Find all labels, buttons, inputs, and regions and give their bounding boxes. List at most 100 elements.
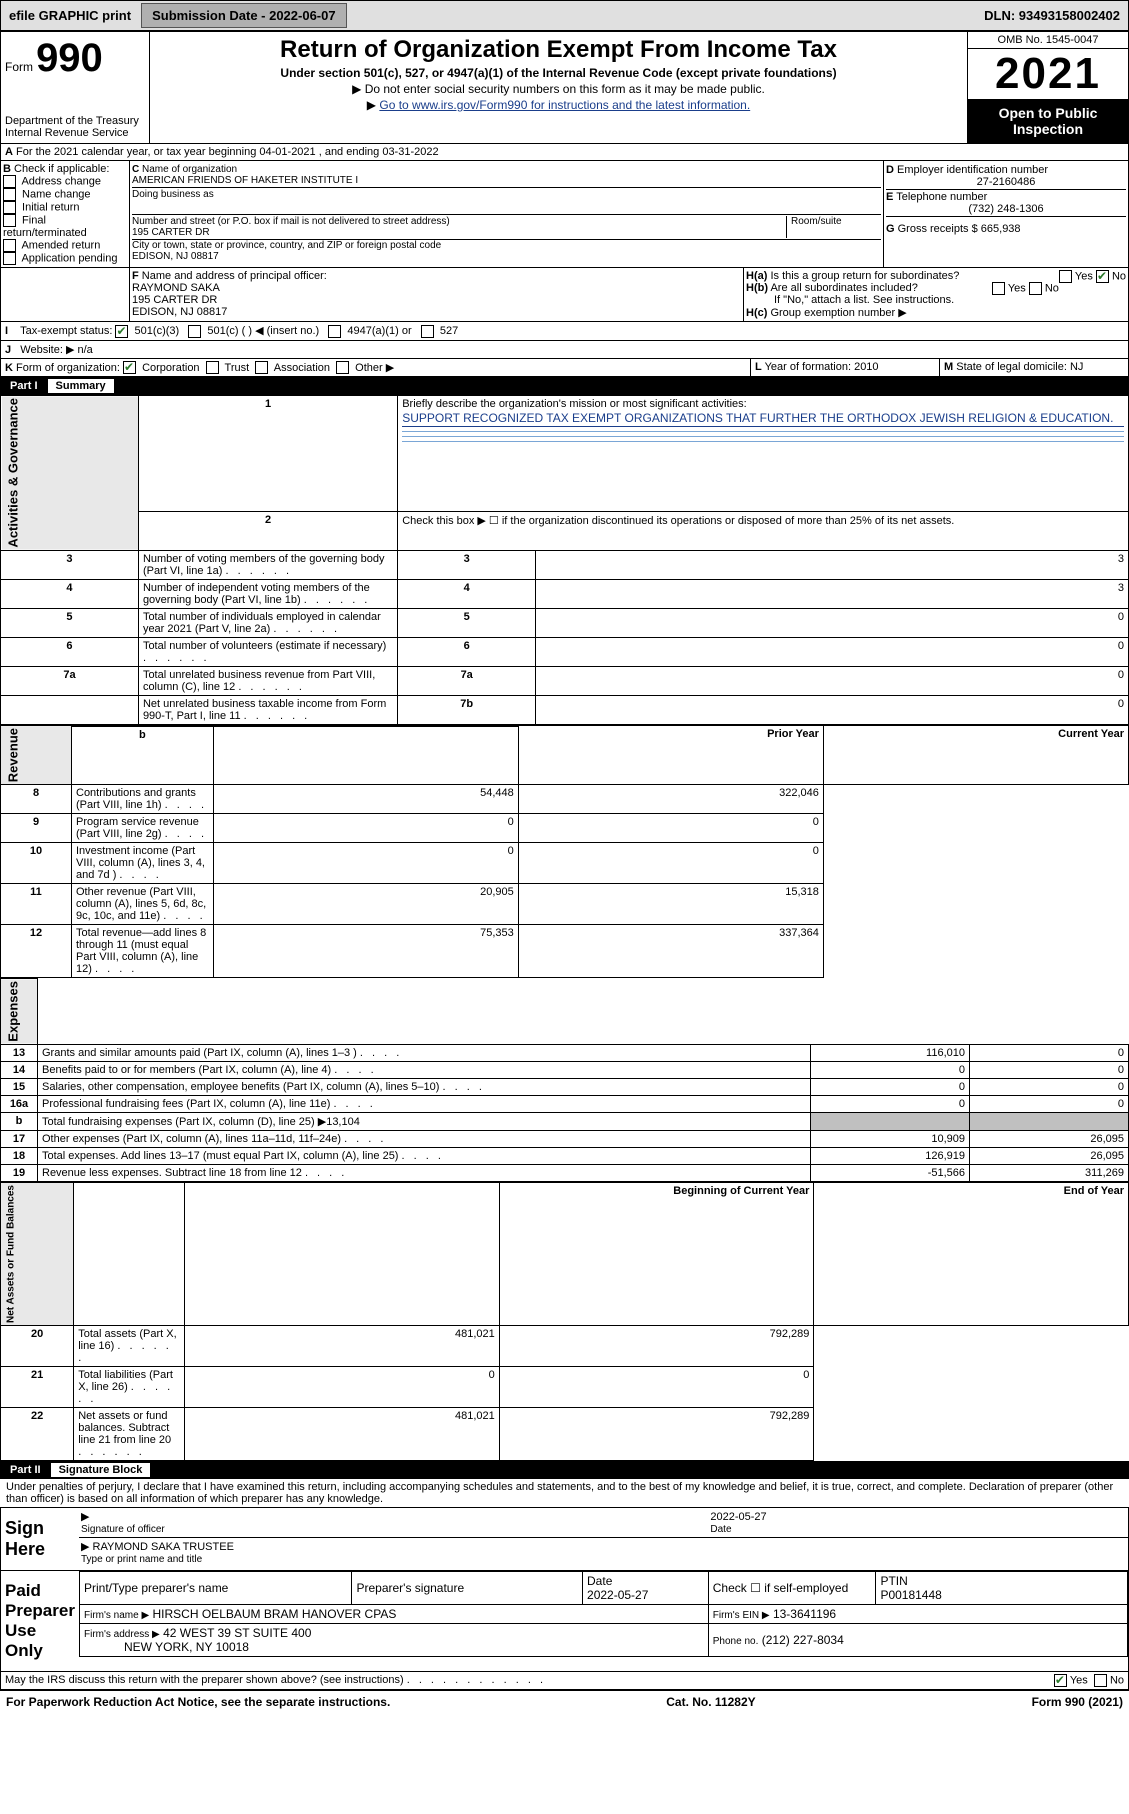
tax-year: 2021 <box>968 49 1128 99</box>
submission-date-button[interactable]: Submission Date - 2022-06-07 <box>141 3 347 28</box>
form-subtitle-1: Under section 501(c), 527, or 4947(a)(1)… <box>154 66 963 80</box>
b-opt-4[interactable] <box>3 239 16 252</box>
phone: (732) 248-1306 <box>886 203 1126 215</box>
pp-h2: Preparer's signature <box>352 1572 583 1605</box>
sig-name-lbl: Type or print name and title <box>81 1554 202 1565</box>
hc-lbl: Group exemption number ▶ <box>770 307 906 319</box>
part-2-header: Part II Signature Block <box>0 1461 1129 1479</box>
efile-label: efile GRAPHIC print <box>1 4 139 27</box>
part-2-title: Signature Block <box>51 1463 151 1477</box>
pp-h4: Check ☐ if self-employed <box>708 1572 876 1605</box>
section-b-through-g: B Check if applicable: Address change Na… <box>0 161 1129 268</box>
paid-preparer-label: Paid Preparer Use Only <box>1 1571 79 1671</box>
penalty-text: Under penalties of perjury, I declare th… <box>0 1479 1129 1507</box>
m-lbl: State of legal domicile: NJ <box>956 361 1083 373</box>
irs-label: Internal Revenue Service <box>5 127 145 139</box>
hb-yes[interactable] <box>992 282 1005 295</box>
form-subtitle-2: Do not enter social security numbers on … <box>365 82 765 96</box>
side-revenue: Revenue <box>1 726 72 785</box>
c-name-lbl: Name of organization <box>142 164 237 175</box>
website: n/a <box>77 344 92 356</box>
b-opt-2[interactable] <box>3 201 16 214</box>
firm-addr2: NEW YORK, NY 10018 <box>124 1640 249 1654</box>
firm-addr1: 42 WEST 39 ST SUITE 400 <box>163 1626 311 1640</box>
dba-lbl: Doing business as <box>132 189 214 200</box>
i-501c[interactable] <box>188 325 201 338</box>
part-1-title: Summary <box>48 379 114 393</box>
city: EDISON, NJ 08817 <box>132 251 219 262</box>
revenue-table: Revenue b Prior Year Current Year 8Contr… <box>0 725 1129 979</box>
city-lbl: City or town, state or province, country… <box>132 240 441 251</box>
form-title: Return of Organization Exempt From Incom… <box>154 36 963 64</box>
may-yes[interactable] <box>1054 1674 1067 1687</box>
i-501c3[interactable] <box>115 325 128 338</box>
officer-addr1: 195 CARTER DR <box>132 294 217 306</box>
footer-mid: Cat. No. 11282Y <box>666 1695 755 1709</box>
b-opt-5[interactable] <box>3 252 16 265</box>
i-lbl: Tax-exempt status: <box>20 325 112 337</box>
officer-name: RAYMOND SAKA <box>132 282 220 294</box>
sig-name: RAYMOND SAKA TRUSTEE <box>93 1541 234 1553</box>
l1-text: Briefly describe the organization's miss… <box>402 398 746 410</box>
sign-here-label: Sign Here <box>1 1508 79 1570</box>
form-goto-link[interactable]: Go to www.irs.gov/Form990 for instructio… <box>379 98 750 112</box>
line-a: For the 2021 calendar year, or tax year … <box>16 146 439 158</box>
gross-receipts: 665,938 <box>981 223 1021 235</box>
expenses-table: Expenses 13Grants and similar amounts pa… <box>0 978 1129 1182</box>
mission-text: SUPPORT RECOGNIZED TAX EXEMPT ORGANIZATI… <box>402 410 1124 427</box>
sig-date: 2022-05-27 <box>710 1511 766 1523</box>
ein-lbl: Firm's EIN ▶ <box>713 1610 770 1621</box>
may-irs: May the IRS discuss this return with the… <box>5 1674 404 1686</box>
k-opt-2[interactable] <box>255 361 268 374</box>
may-no[interactable] <box>1094 1674 1107 1687</box>
ha-lbl: Is this a group return for subordinates? <box>770 270 959 282</box>
form-word: Form <box>5 60 33 74</box>
k-opt-3[interactable] <box>336 361 349 374</box>
b-opt-1[interactable] <box>3 188 16 201</box>
k-lbl: Form of organization: <box>16 362 120 374</box>
pp-h1: Print/Type preparer's name <box>80 1572 352 1605</box>
form-number: 990 <box>36 36 103 80</box>
d-lbl: Employer identification number <box>897 164 1048 176</box>
sig-date-lbl: Date <box>710 1524 731 1535</box>
firm-name: HIRSCH OELBAUM BRAM HANOVER CPAS <box>153 1607 397 1621</box>
l-lbl: Year of formation: 2010 <box>765 361 879 373</box>
hb-no[interactable] <box>1029 282 1042 295</box>
ha-no[interactable] <box>1096 270 1109 283</box>
activities-governance-table: Activities & Governance 1 Briefly descri… <box>0 395 1129 725</box>
pp-date: 2022-05-27 <box>587 1588 648 1602</box>
k-opt-1[interactable] <box>206 361 219 374</box>
pp-h5: PTIN <box>880 1574 907 1588</box>
j-lbl: Website: ▶ <box>20 344 74 356</box>
open-to-public: Open to Public Inspection <box>968 99 1128 143</box>
hb-lbl: Are all subordinates included? <box>770 282 917 294</box>
ein: 27-2160486 <box>886 176 1126 188</box>
street: 195 CARTER DR <box>132 227 210 238</box>
i-4947[interactable] <box>328 325 341 338</box>
firm-ein: 13-3641196 <box>773 1607 836 1621</box>
addr-lbl: Firm's address ▶ <box>84 1629 160 1640</box>
firm-lbl: Firm's name ▶ <box>84 1610 149 1621</box>
netassets-table: Net Assets or Fund Balances Beginning of… <box>0 1182 1129 1461</box>
dept-label: Department of the Treasury <box>5 115 145 127</box>
g-lbl: Gross receipts $ <box>898 223 978 235</box>
room-lbl: Room/suite <box>786 216 881 238</box>
e-lbl: Telephone number <box>896 191 987 203</box>
footer-left: For Paperwork Reduction Act Notice, see … <box>6 1695 390 1709</box>
side-expenses: Expenses <box>1 979 38 1045</box>
ha-yes[interactable] <box>1059 270 1072 283</box>
top-bar: efile GRAPHIC print Submission Date - 20… <box>0 0 1129 31</box>
b-opt-0[interactable] <box>3 175 16 188</box>
i-527[interactable] <box>421 325 434 338</box>
line2: Check this box ▶ ☐ if the organization d… <box>398 511 1129 550</box>
page-footer: For Paperwork Reduction Act Notice, see … <box>0 1690 1129 1713</box>
k-opt-0[interactable] <box>123 361 136 374</box>
part-1-header: Part I Summary <box>0 377 1129 395</box>
col-eoy: End of Year <box>814 1183 1129 1326</box>
footer-right: Form 990 (2021) <box>1032 1695 1123 1709</box>
col-prior: Prior Year <box>518 726 823 785</box>
street-lbl: Number and street (or P.O. box if mail i… <box>132 216 450 227</box>
b-opt-3[interactable] <box>3 214 16 227</box>
pp-h3: Date <box>587 1574 612 1588</box>
pp-ptin: P00181448 <box>880 1588 941 1602</box>
